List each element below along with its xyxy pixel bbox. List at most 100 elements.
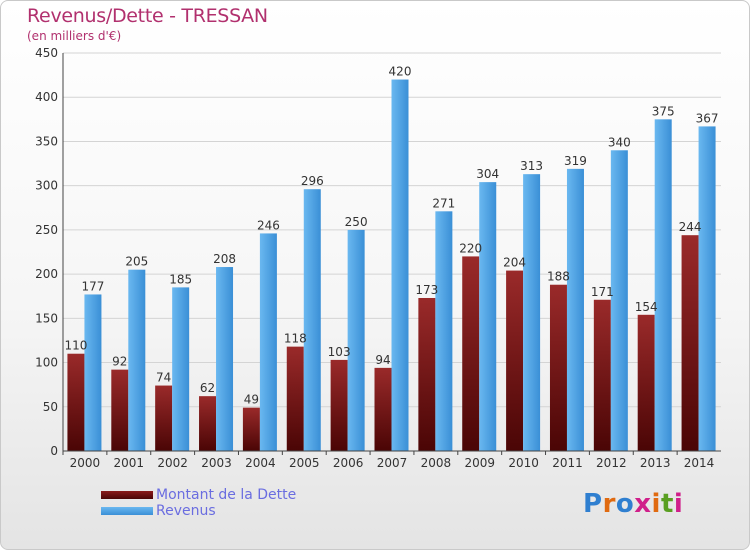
bar-debt-2002 (155, 385, 173, 451)
bar-debt-2000 (67, 353, 85, 451)
y-tick-label: 100 (35, 356, 58, 370)
legend-swatch-revenus (101, 507, 153, 515)
x-tick-label: 2003 (201, 456, 232, 470)
y-tick-label: 200 (35, 267, 58, 281)
y-tick-label: 0 (50, 444, 58, 458)
data-label-debt-2011: 188 (547, 270, 570, 284)
x-tick-label: 2006 (333, 456, 364, 470)
y-tick-label: 450 (35, 46, 58, 60)
data-label-revenus-2013: 375 (652, 104, 675, 118)
data-label-revenus-2006: 250 (345, 215, 368, 229)
bar-revenus-2012 (610, 150, 628, 452)
bar-debt-2005 (286, 346, 304, 451)
bar-revenus-2009 (479, 182, 497, 451)
x-tick-label: 2008 (421, 456, 452, 470)
y-tick-label: 350 (35, 134, 58, 148)
data-label-revenus-2014: 367 (696, 111, 719, 125)
data-label-debt-2008: 173 (415, 283, 438, 297)
logo-letter: i (651, 489, 661, 519)
chart-subtitle: (en milliers d'€) (27, 29, 122, 43)
bar-debt-2009 (462, 256, 480, 451)
logo-letter: x (634, 489, 652, 519)
data-label-revenus-2002: 185 (169, 272, 192, 286)
data-label-debt-2000: 110 (64, 339, 87, 353)
bar-revenus-2000 (84, 294, 102, 451)
data-label-revenus-2007: 420 (389, 65, 412, 79)
data-label-debt-2003: 62 (200, 381, 215, 395)
logo-letter: o (615, 489, 635, 519)
x-tick-label: 2002 (157, 456, 188, 470)
data-label-revenus-2012: 340 (608, 135, 631, 149)
y-tick-label: 300 (35, 179, 58, 193)
data-label-debt-2006: 103 (328, 345, 351, 359)
data-label-debt-2007: 94 (375, 353, 390, 367)
bar-revenus-2007 (391, 79, 409, 452)
x-tick-label: 2001 (114, 456, 145, 470)
data-label-debt-2014: 244 (679, 220, 702, 234)
x-tick-label: 2004 (245, 456, 276, 470)
logo-letter: P (583, 489, 603, 519)
data-label-revenus-2011: 319 (564, 154, 587, 168)
bar-revenus-2001 (128, 269, 146, 451)
bar-revenus-2005 (303, 189, 321, 451)
bar-revenus-2014 (698, 126, 716, 452)
x-tick-label: 2012 (596, 456, 627, 470)
bar-debt-2011 (549, 284, 567, 451)
data-label-revenus-2005: 296 (301, 174, 324, 188)
y-tick-label: 250 (35, 223, 58, 237)
bar-revenus-2006 (347, 229, 365, 451)
data-label-revenus-2004: 246 (257, 218, 280, 232)
bar-revenus-2002 (172, 287, 190, 451)
logo-letter: t (660, 489, 674, 519)
x-tick-label: 2014 (684, 456, 715, 470)
data-label-revenus-2003: 208 (213, 252, 236, 266)
data-label-debt-2013: 154 (635, 300, 658, 314)
bar-revenus-2008 (435, 211, 453, 451)
bar-debt-2010 (506, 270, 524, 451)
x-tick-label: 2011 (552, 456, 583, 470)
bar-revenus-2004 (259, 233, 277, 451)
y-tick-label: 50 (43, 400, 58, 414)
bar-revenus-2013 (654, 119, 672, 451)
chart-title: Revenus/Dette - TRESSAN (27, 5, 268, 27)
data-label-debt-2005: 118 (284, 332, 307, 346)
bar-debt-2012 (593, 299, 611, 451)
data-label-debt-2002: 74 (156, 371, 171, 385)
data-label-debt-2010: 204 (503, 256, 526, 270)
data-label-revenus-2009: 304 (476, 167, 499, 181)
bar-debt-2004 (242, 407, 260, 451)
logo-letter: r (602, 489, 616, 519)
bar-revenus-2010 (523, 174, 541, 451)
data-label-debt-2012: 171 (591, 285, 614, 299)
x-tick-label: 2013 (640, 456, 671, 470)
data-label-revenus-2008: 271 (432, 196, 455, 210)
data-label-debt-2001: 92 (112, 355, 127, 369)
x-tick-label: 2005 (289, 456, 320, 470)
bar-debt-2007 (374, 367, 392, 451)
data-label-revenus-2001: 205 (125, 255, 148, 269)
bar-debt-2013 (637, 314, 655, 451)
bar-debt-2008 (418, 297, 436, 451)
x-tick-label: 2009 (464, 456, 495, 470)
data-label-revenus-2000: 177 (81, 279, 104, 293)
data-label-debt-2009: 220 (459, 241, 482, 255)
data-label-debt-2004: 49 (244, 393, 259, 407)
bar-revenus-2003 (216, 267, 234, 451)
bar-debt-2014 (681, 235, 699, 451)
proxiti-logo: Proxiti (583, 489, 683, 519)
bar-debt-2001 (111, 369, 129, 451)
data-label-revenus-2010: 313 (520, 159, 543, 173)
bar-debt-2006 (330, 359, 348, 451)
x-tick-label: 2010 (508, 456, 539, 470)
y-tick-label: 150 (35, 311, 58, 325)
x-tick-label: 2000 (70, 456, 101, 470)
x-tick-label: 2007 (377, 456, 408, 470)
legend-swatch-debt (101, 491, 153, 499)
legend-label-debt: Montant de la Dette (156, 487, 297, 503)
bar-revenus-2011 (566, 168, 584, 451)
y-tick-label: 400 (35, 90, 58, 104)
legend-label-revenus: Revenus (156, 503, 216, 519)
bar-debt-2003 (199, 396, 217, 451)
